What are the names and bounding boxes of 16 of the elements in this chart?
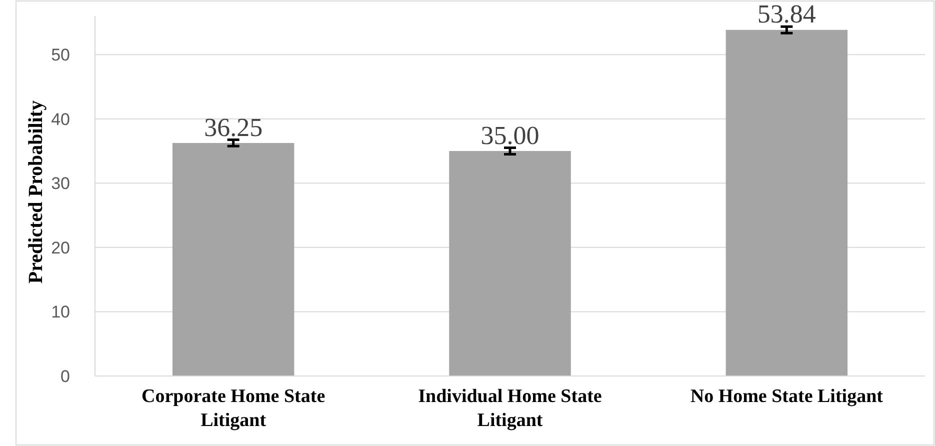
- bar: [726, 30, 848, 376]
- bar: [449, 151, 571, 376]
- bar: [172, 142, 294, 376]
- data-label: 53.84: [757, 0, 816, 29]
- y-tick-label: 0: [60, 367, 70, 386]
- x-tick-label: No Home State Litigant: [690, 386, 884, 407]
- y-tick-label: 50: [51, 46, 70, 65]
- y-tick-label: 30: [51, 174, 70, 194]
- data-label: 35.00: [480, 120, 540, 150]
- y-tick-label: 20: [51, 238, 70, 258]
- y-tick-label: 10: [51, 302, 70, 322]
- data-label: 36.25: [204, 112, 263, 142]
- y-axis-title: Predicted Probability: [25, 100, 47, 284]
- x-tick-label: Corporate Home State Litigant: [142, 386, 326, 431]
- y-tick-label: 40: [51, 110, 70, 129]
- x-tick-label: Individual Home State Litigant: [418, 386, 602, 431]
